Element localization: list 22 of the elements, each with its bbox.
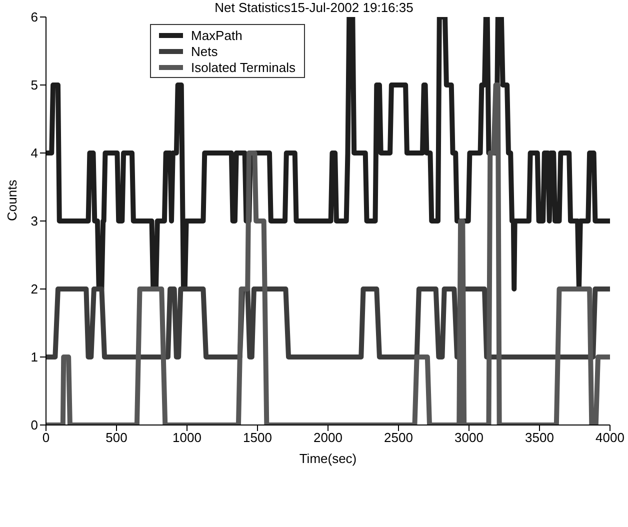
y-tick-label: 2 (30, 282, 38, 297)
legend-label: MaxPath (191, 28, 242, 42)
x-tick-label: 3000 (454, 430, 484, 446)
y-tick-label: 0 (30, 418, 38, 433)
y-tick-label: 1 (30, 350, 38, 365)
x-tick-label: 1000 (172, 430, 202, 446)
y-tick-label: 3 (30, 214, 38, 229)
legend-label: Isolated Terminals (191, 60, 296, 74)
y-tick-label: 4 (30, 146, 38, 161)
x-tick-label: 2500 (384, 430, 413, 446)
y-tick-label: 5 (30, 78, 38, 93)
x-tick-label: 1500 (243, 430, 272, 446)
x-tick-label: 4000 (596, 430, 624, 446)
x-tick-label: 0 (42, 430, 50, 446)
y-axis-title: Counts (4, 179, 20, 221)
x-axis-title: Time(sec) (299, 451, 357, 466)
chart-title: Net Statistics15-Jul-2002 19:16:35 (214, 0, 414, 15)
x-tick-label: 3500 (525, 430, 554, 446)
x-tick-label: 2000 (314, 430, 342, 446)
legend-label: Nets (191, 44, 218, 58)
y-tick-label: 6 (30, 10, 38, 25)
x-tick-label: 500 (106, 430, 128, 446)
